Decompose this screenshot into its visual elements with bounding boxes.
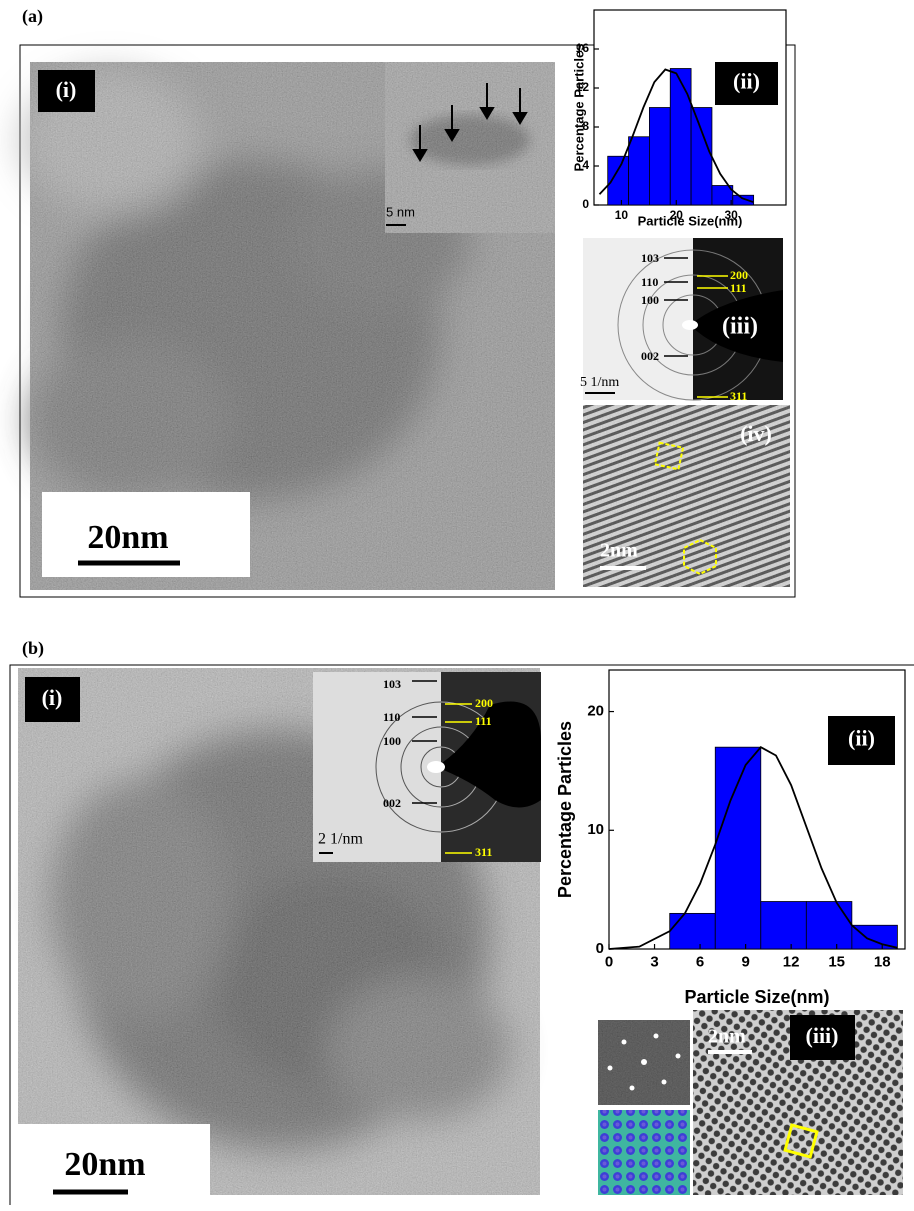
- ring-label: 002: [641, 349, 659, 363]
- x-tick-label: 10: [615, 208, 629, 222]
- fft-inset: [598, 1020, 690, 1105]
- figure-label: (b): [22, 638, 44, 659]
- scale-bar-label: 20nm: [87, 519, 168, 556]
- y-tick-label: 10: [587, 821, 604, 838]
- y-tick-label: 0: [582, 197, 589, 211]
- lattice-image: (iv) 2nm: [583, 405, 790, 587]
- panel-label: (iii): [806, 1023, 839, 1048]
- simulated-lattice: [598, 1110, 690, 1195]
- x-tick-label: 15: [828, 953, 845, 970]
- bar: [670, 913, 716, 949]
- ring-label: 311: [475, 845, 492, 859]
- y-axis-label: Percentage Particles: [571, 44, 586, 172]
- panel-label: (i): [42, 685, 63, 710]
- hrtem-inset: 5 nm: [385, 62, 555, 233]
- ring-label: 111: [730, 281, 747, 295]
- scale-bar-label: 2nm: [708, 1026, 746, 1048]
- panel-label: (ii): [848, 726, 875, 751]
- panel-label: (ii): [733, 69, 760, 94]
- x-tick-label: 6: [696, 953, 704, 970]
- ring-label: 200: [475, 696, 493, 710]
- bar: [761, 902, 807, 949]
- ring-label: 002: [383, 796, 401, 810]
- x-tick-label: 9: [741, 953, 749, 970]
- bar: [715, 747, 761, 949]
- scale-bar-label: 2 1/nm: [318, 831, 363, 848]
- panel-label: (iii): [722, 314, 758, 340]
- ring-label: 111: [475, 714, 492, 728]
- x-axis-label: Particle Size(nm): [638, 213, 743, 228]
- scale-bar-label: 5 nm: [386, 204, 415, 219]
- ring-label: 103: [383, 677, 401, 691]
- x-tick-label: 0: [605, 953, 613, 970]
- bar: [670, 69, 691, 206]
- scale-bar-label: 2nm: [600, 540, 638, 562]
- figure: (a) 5 nm (i) 20nm 5 1/nm 103 110 100 002…: [0, 0, 914, 1211]
- y-axis-label: Percentage Particles: [555, 721, 575, 898]
- ring-label: 100: [641, 293, 659, 307]
- figure-label: (a): [22, 6, 43, 27]
- y-tick-label: 20: [587, 703, 604, 720]
- ring-label: 103: [641, 251, 659, 265]
- x-axis-label: Particle Size(nm): [684, 987, 829, 1007]
- x-tick-label: 3: [650, 953, 658, 970]
- lattice-image: (iii) 2nm: [693, 1010, 903, 1195]
- bar: [629, 137, 650, 205]
- panel-label: (i): [56, 77, 77, 102]
- ring-label: 110: [641, 275, 658, 289]
- y-tick-label: 0: [596, 940, 604, 957]
- panel-label: (iv): [740, 421, 772, 446]
- scale-bar-label: 20nm: [64, 1146, 145, 1183]
- saed-inset: 2 1/nm 103 110 100 002 200 111 311: [313, 672, 541, 862]
- x-tick-label: 18: [874, 953, 891, 970]
- bar: [691, 108, 712, 206]
- bar: [733, 195, 754, 205]
- bar: [806, 902, 852, 949]
- bar: [649, 108, 670, 206]
- ring-label: 311: [730, 389, 747, 403]
- ring-label: 100: [383, 734, 401, 748]
- scale-bar-label: 5 1/nm: [580, 375, 619, 390]
- ring-label: 200: [730, 268, 748, 282]
- ring-label: 110: [383, 710, 400, 724]
- saed-pattern: 5 1/nm 103 110 100 002 200 111 311 (iii): [580, 238, 783, 403]
- x-tick-label: 12: [783, 953, 800, 970]
